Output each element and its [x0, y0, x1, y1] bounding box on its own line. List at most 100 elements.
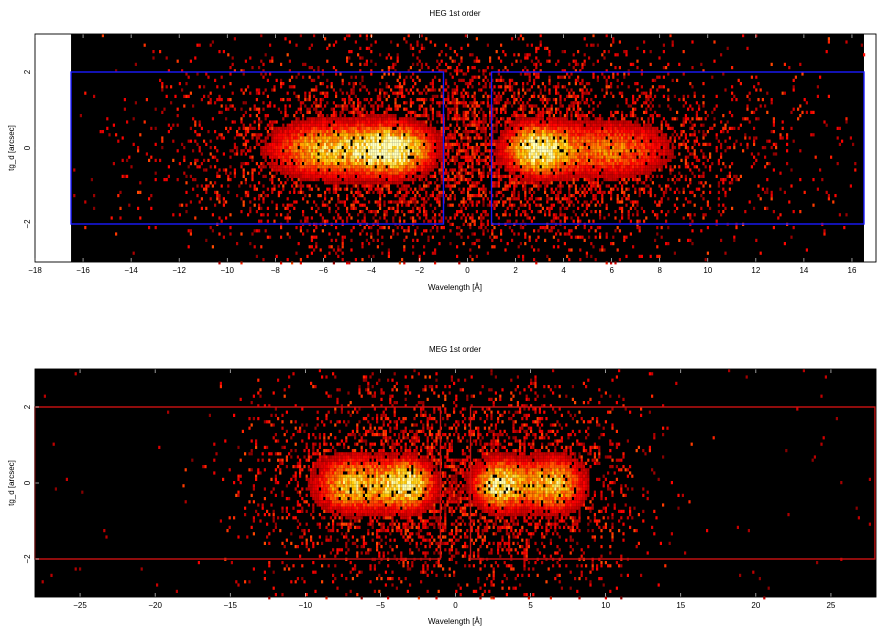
heatmap-cell: [396, 139, 399, 143]
heatmap-cell: [436, 155, 439, 159]
heatmap-cell: [365, 238, 368, 242]
heatmap-cell: [442, 226, 445, 230]
heatmap-cell: [414, 152, 417, 156]
heatmap-cell: [451, 98, 454, 102]
heatmap-cell: [291, 152, 294, 156]
heatmap-cell: [361, 75, 364, 79]
heatmap-cell: [464, 216, 467, 220]
heatmap-cell: [539, 184, 542, 188]
heatmap-cell: [352, 168, 355, 172]
heatmap-cell: [385, 91, 388, 95]
heatmap-cell: [508, 130, 511, 134]
heatmap-cell: [493, 91, 496, 95]
heatmap-cell: [471, 94, 474, 98]
heatmap-cell: [352, 152, 355, 156]
heatmap-cell: [524, 174, 527, 178]
heatmap-cell: [284, 110, 287, 114]
heatmap-cell: [431, 146, 434, 150]
heatmap-cell: [128, 155, 131, 159]
heatmap-cell: [467, 133, 470, 137]
heatmap-cell: [530, 194, 533, 198]
heatmap-cell: [478, 226, 481, 230]
heatmap-cell: [220, 110, 223, 114]
heatmap-cell: [559, 120, 562, 124]
heatmap-cell: [359, 146, 362, 150]
heatmap-cell: [414, 82, 417, 86]
heatmap-cell: [535, 146, 538, 150]
heatmap-cell: [541, 226, 544, 230]
heatmap-cell: [387, 66, 390, 70]
heatmap-cell: [489, 82, 492, 86]
heatmap-cell: [244, 194, 247, 198]
heatmap-cell: [337, 200, 340, 204]
heatmap-cell: [577, 235, 580, 239]
heatmap-cell: [394, 194, 397, 198]
heatmap-cell: [409, 101, 412, 105]
heatmap-cell: [354, 94, 357, 98]
heatmap-cell: [317, 178, 320, 182]
heatmap-cell: [563, 219, 566, 223]
heatmap-cell: [409, 66, 412, 70]
heatmap-cell: [495, 162, 498, 166]
heatmap-cell: [332, 168, 335, 172]
heatmap-cell: [280, 133, 283, 137]
heatmap-cell: [469, 123, 472, 127]
heatmap-cell: [539, 174, 542, 178]
heatmap-cell: [341, 104, 344, 108]
heatmap-cell: [559, 133, 562, 137]
heatmap-cell: [522, 146, 525, 150]
heatmap-cell: [401, 133, 404, 137]
heatmap-cell: [548, 162, 551, 166]
heatmap-cell: [467, 187, 470, 191]
heatmap-cell: [561, 146, 564, 150]
heatmap-cell: [458, 146, 461, 150]
heatmap-cell: [308, 107, 311, 111]
heatmap-cell: [528, 75, 531, 79]
heatmap-cell: [570, 146, 573, 150]
heatmap-cell: [335, 110, 338, 114]
heatmap-cell: [449, 187, 452, 191]
heatmap-cell: [572, 149, 575, 153]
heatmap-cell: [420, 158, 423, 162]
heatmap-cell: [416, 133, 419, 137]
heatmap-cell: [427, 155, 430, 159]
heatmap-cell: [302, 171, 305, 175]
heatmap-cell: [288, 210, 291, 214]
heatmap-cell: [438, 213, 441, 217]
heatmap-cell: [559, 181, 562, 185]
heatmap-cell: [337, 232, 340, 236]
heatmap-cell: [286, 168, 289, 172]
heatmap-cell: [271, 133, 274, 137]
heatmap-cell: [280, 158, 283, 162]
heatmap-cell: [579, 258, 582, 262]
heatmap-cell: [552, 114, 555, 118]
heatmap-cell: [255, 229, 258, 233]
heatmap-cell: [341, 82, 344, 86]
heatmap-cell: [178, 203, 181, 207]
heatmap-cell: [504, 213, 507, 217]
heatmap-cell: [464, 155, 467, 159]
heatmap-cell: [414, 136, 417, 140]
heatmap-cell: [123, 107, 126, 111]
heatmap-cell: [251, 178, 254, 182]
heatmap-cell: [434, 130, 437, 134]
heatmap-cell: [385, 56, 388, 60]
heatmap-cell: [570, 136, 573, 140]
heatmap-cell: [462, 130, 465, 134]
heatmap-cell: [500, 149, 503, 153]
heatmap-cell: [480, 213, 483, 217]
heatmap-cell: [429, 98, 432, 102]
heatmap-cell: [478, 88, 481, 92]
heatmap-cell: [310, 174, 313, 178]
heatmap-cell: [247, 149, 250, 153]
heatmap-cell: [174, 94, 177, 98]
heatmap-cell: [544, 136, 547, 140]
heatmap-cell: [537, 46, 540, 50]
heatmap-cell: [383, 158, 386, 162]
heatmap-cell: [453, 194, 456, 198]
heatmap-cell: [260, 219, 263, 223]
heatmap-cell: [205, 72, 208, 76]
heatmap-cell: [308, 165, 311, 169]
heatmap-cell: [522, 184, 525, 188]
heatmap-cell: [359, 165, 362, 169]
